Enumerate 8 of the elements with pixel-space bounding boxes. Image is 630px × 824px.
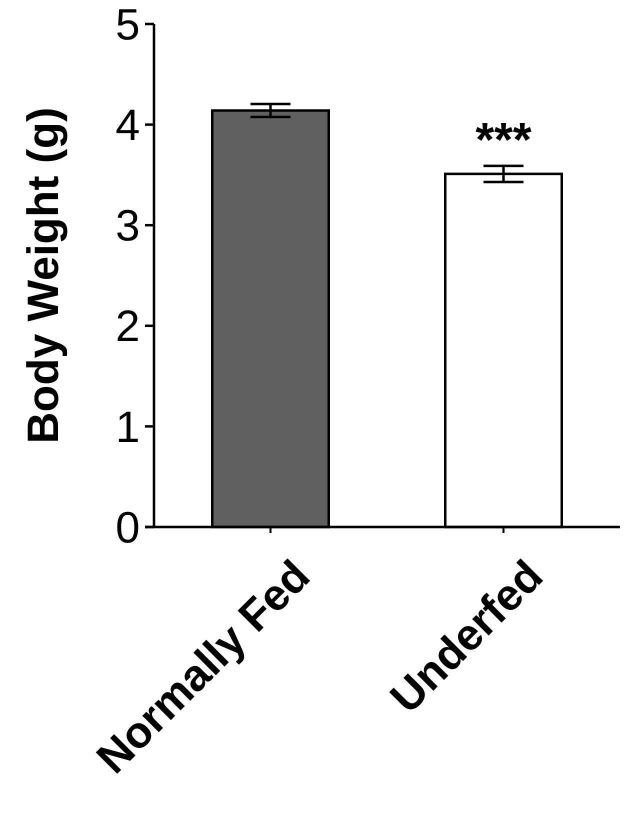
y-tick-label: 5 <box>116 0 140 50</box>
y-tick-label: 4 <box>116 101 140 150</box>
y-tick-label: 2 <box>116 302 140 352</box>
y-tick-label: 1 <box>116 402 140 452</box>
annotation: *** <box>475 114 532 167</box>
y-tick-label: 0 <box>116 503 140 552</box>
y-axis-title: Body Weight (g) <box>19 107 68 444</box>
y-tick-label: 3 <box>116 202 140 251</box>
